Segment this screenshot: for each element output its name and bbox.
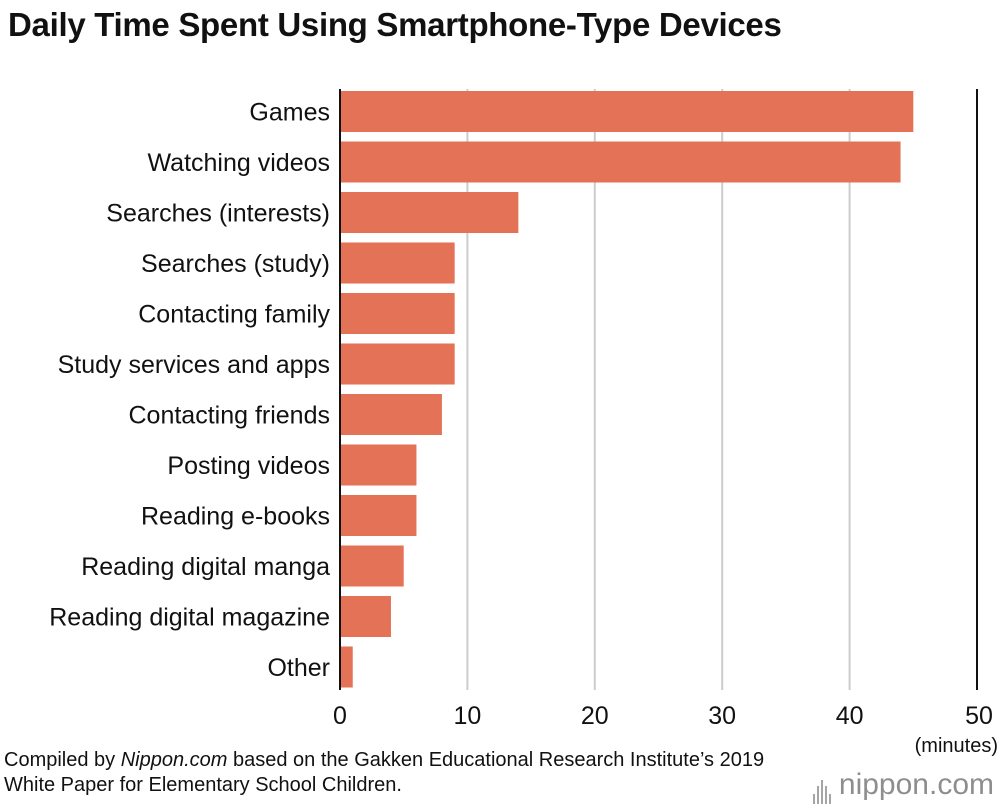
category-label: Contacting family bbox=[138, 301, 330, 329]
nippon-logo: nippon.com bbox=[812, 768, 994, 804]
x-tick-label: 30 bbox=[708, 702, 736, 730]
bar bbox=[340, 91, 914, 132]
category-label: Watching videos bbox=[148, 149, 331, 177]
logo-text: nippon.com bbox=[838, 768, 994, 801]
category-label: Games bbox=[249, 99, 330, 127]
category-label: Searches (study) bbox=[141, 250, 330, 278]
x-tick-label: 0 bbox=[333, 702, 347, 730]
gridlines bbox=[466, 89, 851, 690]
category-label: Reading digital magazine bbox=[49, 604, 330, 632]
bar bbox=[340, 444, 417, 486]
bar bbox=[340, 293, 455, 334]
source-prefix: Compiled by bbox=[4, 749, 121, 771]
bar bbox=[340, 545, 404, 587]
bar bbox=[340, 192, 519, 233]
category-label: Study services and apps bbox=[58, 351, 330, 379]
category-label: Searches (interests) bbox=[106, 200, 330, 228]
bar bbox=[340, 394, 442, 435]
source-note: Compiled by Nippon.com based on the Gakk… bbox=[4, 748, 794, 798]
bar bbox=[340, 596, 391, 637]
axes bbox=[339, 89, 978, 690]
category-label: Other bbox=[267, 654, 330, 682]
x-axis-label: (minutes) bbox=[915, 735, 998, 757]
chart-title: Daily Time Spent Using Smartphone-Type D… bbox=[8, 6, 782, 43]
category-label: Reading digital manga bbox=[81, 553, 330, 581]
x-tick-label: 50 bbox=[965, 702, 993, 730]
bar-chart: Games Watching videos Searches (interests)… bbox=[49, 89, 998, 757]
x-tick-label: 40 bbox=[836, 702, 864, 730]
x-tick-label: 10 bbox=[453, 702, 481, 730]
x-tick-label: 20 bbox=[581, 702, 609, 730]
bar bbox=[340, 141, 901, 183]
category-label: Reading e-books bbox=[141, 503, 330, 531]
logo-bars-icon bbox=[812, 770, 833, 804]
category-label: Posting videos bbox=[167, 452, 330, 480]
source-emphasis: Nippon.com bbox=[120, 749, 228, 771]
tick-labels: 0 10 20 30 40 50 bbox=[333, 702, 993, 730]
bar bbox=[340, 343, 455, 385]
bar bbox=[340, 646, 353, 688]
category-label: Contacting friends bbox=[128, 402, 330, 430]
category-labels: Games Watching videos Searches (interests)… bbox=[49, 99, 330, 683]
bar bbox=[340, 495, 417, 536]
bars bbox=[340, 91, 914, 688]
bar bbox=[340, 242, 455, 284]
source-suffix: based on the Gakken Educational Research… bbox=[4, 749, 765, 796]
